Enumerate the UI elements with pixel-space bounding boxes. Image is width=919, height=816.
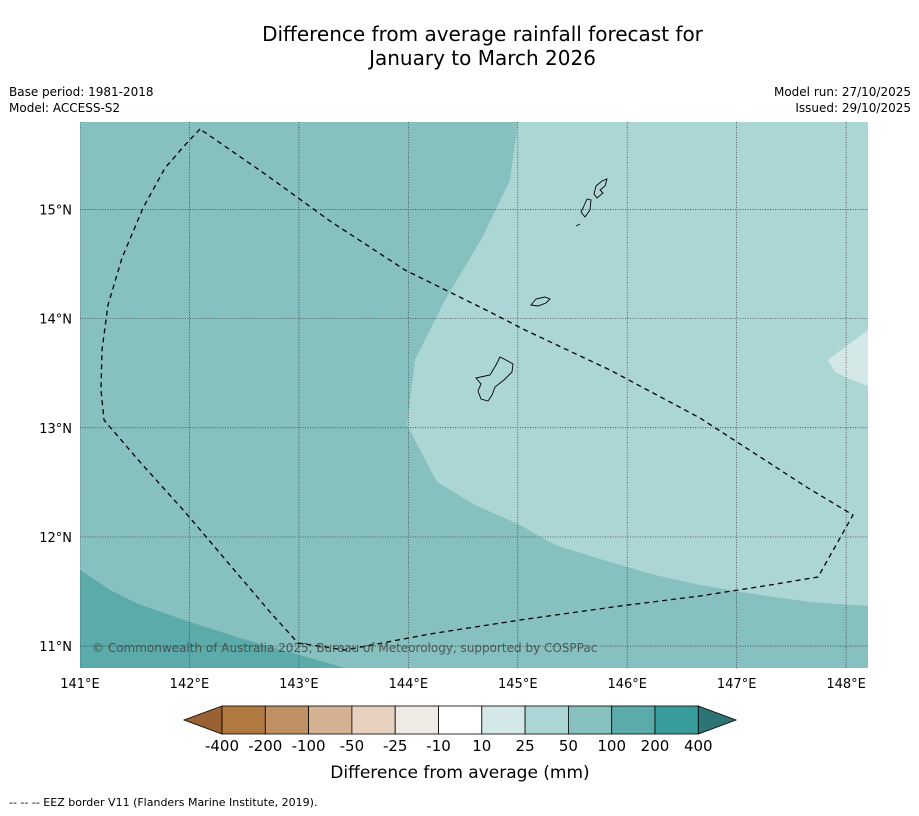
lat-tick-label: 13°N (39, 422, 72, 437)
colorbar-tick-label: 100 (597, 737, 626, 755)
tinian-outline (580, 198, 592, 218)
aguijan-outline (575, 223, 581, 227)
colorbar-tick-label: -100 (292, 737, 326, 755)
legend-title: Difference from average (mm) (330, 763, 589, 783)
colorbar-bin (264, 705, 309, 735)
lat-tick-label: 15°N (39, 203, 72, 218)
colorbar-bin (611, 705, 656, 735)
colorbar-tick-label: 10 (472, 737, 491, 755)
anomaly-zone-200 (80, 570, 345, 668)
colorbar-bin (481, 705, 526, 735)
colorbar-tick-label: 400 (684, 737, 713, 755)
island-outlines (475, 178, 608, 402)
colorbar: -400 -200 -100 -50 -25 -10 10 25 50 100 200 400 (182, 705, 738, 755)
axis-labels: 141°E 142°E 143°E 144°E 145°E 146°E 147°E 148°E… (39, 203, 866, 692)
colorbar-bin (394, 705, 439, 735)
colorbar-under-arrow (182, 705, 223, 735)
rota-outline (530, 296, 551, 307)
colorbar-tick-label: -25 (383, 737, 408, 755)
colorbar-tick-label: 25 (516, 737, 535, 755)
eez-border (100, 128, 854, 651)
title-line-2: January to March 2026 (369, 46, 596, 70)
saipan-outline (593, 178, 608, 199)
lon-tick-label: 144°E (389, 677, 429, 692)
title-line-1: Difference from average rainfall forecas… (262, 22, 703, 46)
base-period: Base period: 1981-2018 (9, 85, 154, 99)
lon-tick-label: 142°E (170, 677, 210, 692)
colorbar-bin (654, 705, 699, 735)
issued-date: Issued: 29/10/2025 (795, 101, 911, 115)
colorbar-bin (308, 705, 353, 735)
colorbar-bin (221, 705, 266, 735)
chart-title: Difference from average rainfall forecas… (0, 22, 919, 70)
lon-tick-label: 141°E (60, 677, 100, 692)
copyright-notice: © Commonwealth of Australia 2025, Bureau… (92, 641, 597, 655)
lat-tick-label: 14°N (39, 313, 72, 328)
lon-tick-label: 143°E (279, 677, 319, 692)
colorbar-tick-label: -200 (248, 737, 282, 755)
lat-tick-label: 11°N (39, 640, 72, 655)
colorbar-bin (351, 705, 396, 735)
colorbar-bin (438, 705, 483, 735)
colorbar-bin (524, 705, 569, 735)
colorbar-tick-label: -400 (205, 737, 239, 755)
model-name: Model: ACCESS-S2 (9, 101, 121, 115)
lon-tick-label: 147°E (717, 677, 757, 692)
colorbar-tick-label: 200 (641, 737, 670, 755)
colorbar-tick-label: -10 (426, 737, 451, 755)
lat-tick-label: 12°N (39, 531, 72, 546)
eez-footnote: -- -- -- EEZ border V11 (Flanders Marine… (9, 796, 318, 809)
map-area (80, 122, 868, 668)
colorbar-tick-label: -50 (340, 737, 365, 755)
colorbar-bin (568, 705, 613, 735)
lon-tick-label: 148°E (826, 677, 866, 692)
meta-right: Model run: 27/10/2025 Issued: 29/10/2025 (774, 84, 911, 116)
anomaly-zone-25 (828, 330, 868, 386)
model-run: Model run: 27/10/2025 (773, 85, 911, 99)
meta-left: Base period: 1981-2018 Model: ACCESS-S2 (9, 84, 154, 116)
colorbar-tick-label: 50 (559, 737, 578, 755)
lon-tick-label: 146°E (607, 677, 647, 692)
colorbar-over-arrow (697, 705, 738, 735)
graticule (80, 122, 868, 668)
lon-tick-label: 145°E (498, 677, 538, 692)
anomaly-zone-50 (407, 122, 868, 606)
guam-outline (475, 356, 514, 402)
